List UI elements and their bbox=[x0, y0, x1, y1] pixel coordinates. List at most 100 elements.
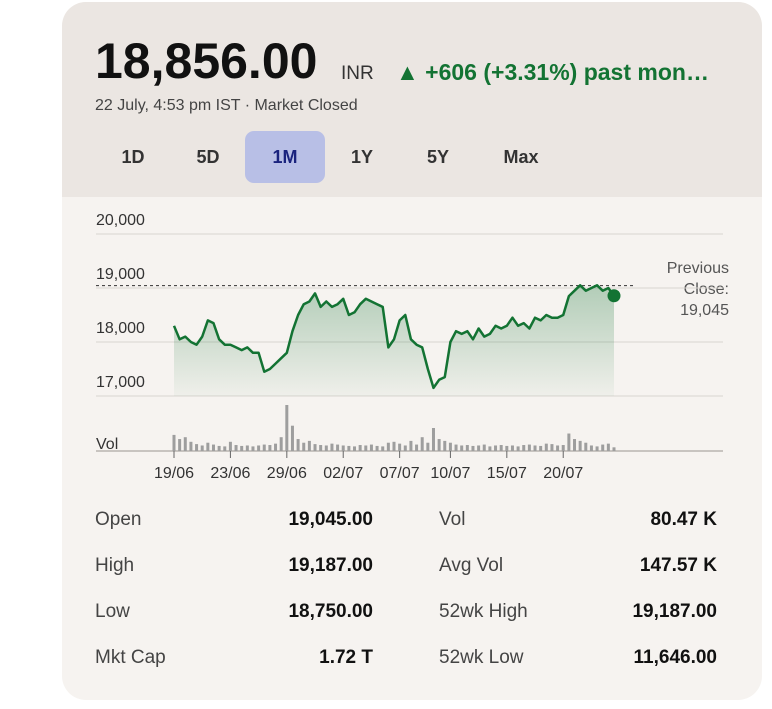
change: ▲ +606 (+3.31%) past mon… bbox=[396, 59, 709, 86]
volume-bar bbox=[522, 445, 526, 451]
x-tick-label: 23/06 bbox=[210, 465, 250, 482]
volume-label: Vol bbox=[96, 436, 118, 453]
stat-value: 1.72 T bbox=[319, 647, 373, 668]
volume-bar bbox=[217, 445, 221, 451]
stat-label: Mkt Cap bbox=[95, 647, 166, 668]
volume-bar bbox=[471, 445, 475, 451]
volume-bar bbox=[285, 405, 289, 451]
volume-bar bbox=[601, 444, 605, 451]
stat-value: 11,646.00 bbox=[633, 647, 717, 668]
volume-bar bbox=[556, 445, 560, 451]
volume-bar bbox=[573, 439, 577, 451]
volume-bar bbox=[510, 445, 514, 451]
y-tick-label: 17,000 bbox=[96, 374, 145, 391]
volume-bar bbox=[307, 440, 311, 451]
volume-bar bbox=[364, 445, 368, 451]
volume-bar bbox=[437, 439, 441, 451]
stat-value: 19,187.00 bbox=[288, 555, 373, 576]
volume-bar bbox=[189, 441, 193, 451]
volume-bar bbox=[499, 445, 503, 451]
x-tick-label: 10/07 bbox=[430, 465, 470, 482]
price-line bbox=[172, 284, 616, 390]
stat-label: 52wk Low bbox=[439, 647, 524, 668]
volume-bar bbox=[195, 444, 199, 451]
last-price-dot bbox=[607, 289, 621, 303]
volume-bar bbox=[561, 445, 565, 451]
volume-bar bbox=[223, 446, 227, 451]
volume-bar bbox=[296, 439, 300, 451]
volume-bar bbox=[516, 446, 520, 451]
currency: INR bbox=[341, 63, 374, 84]
time-range-tab[interactable]: 1M bbox=[245, 131, 325, 183]
time-range-tab[interactable]: 5Y bbox=[426, 147, 450, 167]
x-tick-label: 29/06 bbox=[267, 465, 307, 482]
x-tick-label: 15/07 bbox=[487, 465, 527, 482]
volume-bar bbox=[336, 444, 340, 451]
volume-bar bbox=[415, 444, 419, 451]
volume-bar bbox=[211, 444, 215, 451]
volume-bar bbox=[539, 445, 543, 451]
stat-label: Vol bbox=[439, 509, 466, 530]
volume-bar bbox=[279, 437, 283, 451]
previous-close-label: Previous Close: bbox=[666, 260, 729, 298]
y-tick-label: 19,000 bbox=[96, 266, 145, 283]
volume-bar bbox=[612, 447, 616, 451]
header: 18,856.00 INR ▲ +606 (+3.31%) past mon… … bbox=[62, 2, 762, 197]
volume-bar bbox=[482, 444, 486, 451]
volume-bar bbox=[178, 439, 182, 451]
volume-bar bbox=[392, 441, 396, 451]
x-tick-label: 20/07 bbox=[543, 465, 583, 482]
volume-bar bbox=[172, 434, 176, 451]
time-range-tab[interactable]: Max bbox=[503, 147, 539, 167]
volume-bar bbox=[386, 442, 390, 451]
stat-label: Avg Vol bbox=[439, 555, 504, 576]
x-tick-label: 02/07 bbox=[323, 465, 363, 482]
volume-bar bbox=[443, 440, 447, 451]
volume-bar bbox=[341, 445, 345, 451]
stat-value: 147.57 K bbox=[639, 555, 717, 576]
volume-bar bbox=[262, 444, 266, 451]
stat-label: 52wk High bbox=[439, 601, 528, 622]
volume-bar bbox=[426, 442, 430, 451]
time-range-tab[interactable]: 5D bbox=[196, 147, 220, 167]
volume-bar bbox=[324, 445, 328, 451]
volume-bar bbox=[550, 444, 554, 451]
volume-bar bbox=[465, 445, 469, 451]
y-tick-label: 20,000 bbox=[96, 212, 145, 229]
volume-bar bbox=[257, 445, 261, 451]
change-text: +606 (+3.31%) past mon… bbox=[425, 59, 709, 85]
volume-bar bbox=[353, 446, 357, 451]
volume-bar bbox=[448, 442, 452, 451]
volume-bar bbox=[369, 444, 373, 451]
time-range-tab[interactable]: 1Y bbox=[350, 147, 374, 167]
volume-bar bbox=[589, 445, 593, 451]
time-range-tab[interactable]: 1D bbox=[121, 147, 145, 167]
volume-bar bbox=[578, 440, 582, 451]
volume-bar bbox=[381, 446, 385, 451]
y-tick-label: 18,000 bbox=[96, 320, 145, 337]
volume-bar bbox=[454, 444, 458, 451]
volume-bar bbox=[319, 445, 323, 451]
timestamp: 22 July, 4:53 pm IST · Market Closed bbox=[95, 97, 358, 114]
volume-bar bbox=[595, 446, 599, 451]
price: 18,856.00 bbox=[95, 33, 318, 89]
volume-bar bbox=[245, 445, 249, 451]
volume-bar bbox=[206, 442, 210, 451]
x-tick-label: 07/07 bbox=[380, 465, 420, 482]
previous-close-value: 19,045 bbox=[680, 302, 729, 319]
stat-value: 18,750.00 bbox=[288, 601, 373, 622]
volume-bar bbox=[234, 445, 238, 451]
volume-bar bbox=[431, 428, 435, 451]
quote-card: 18,856.00 INR ▲ +606 (+3.31%) past mon… … bbox=[62, 2, 762, 700]
volume-bar bbox=[505, 445, 509, 451]
volume-bar bbox=[460, 445, 464, 451]
volume-bar bbox=[183, 437, 187, 451]
volume-bar bbox=[358, 445, 362, 451]
volume-bar bbox=[567, 433, 571, 451]
volume-bar bbox=[200, 445, 204, 451]
volume-bar bbox=[488, 446, 492, 451]
volume-bar bbox=[477, 445, 481, 451]
stat-label: High bbox=[95, 555, 135, 576]
volume-bar bbox=[420, 437, 424, 451]
